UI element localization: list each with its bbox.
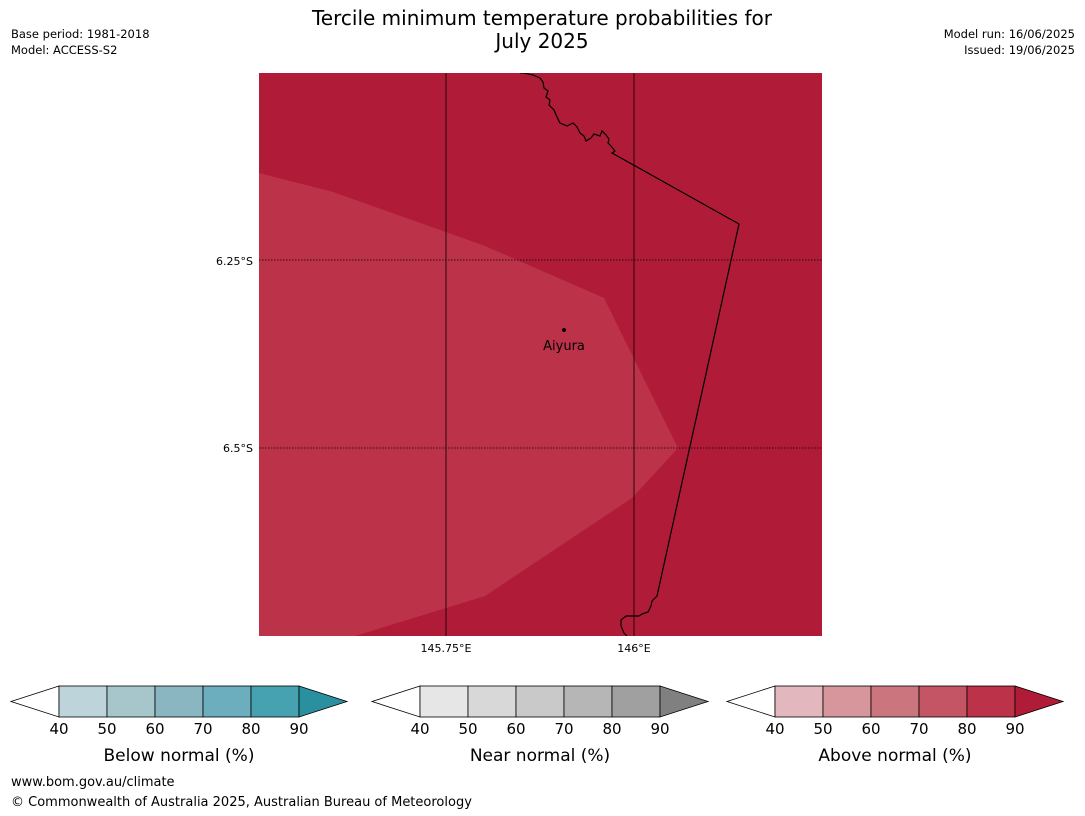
aiyura-marker [562, 328, 566, 332]
probability-zone-70-80 [259, 173, 678, 636]
legend-near-tick: 50 [458, 720, 477, 738]
legend-above: 40 50 60 70 80 90 Above normal (%) [725, 685, 1065, 766]
legend-below-bin-4 [202, 685, 252, 718]
base-period-text: Base period: 1981-2018 [11, 27, 150, 41]
legend-near-lower-extend [370, 685, 421, 718]
title-line-1: Tercile minimum temperature probabilitie… [311, 6, 773, 30]
legend-near-label: Near normal (%) [470, 746, 610, 766]
legend-below-tick: 60 [145, 720, 164, 738]
legend-above-label: Above normal (%) [818, 746, 971, 766]
legend-below-bin-1 [58, 685, 108, 718]
legend-below-tick: 70 [193, 720, 212, 738]
map-figure: Aiyura 6.25°S 6.5°S 145.75°E 146°E [216, 73, 822, 655]
legend-near-bin-5 [611, 685, 661, 718]
meta-left: Base period: 1981-2018 Model: ACCESS-S2 [11, 26, 150, 58]
legend-above-tick: 40 [765, 720, 784, 738]
meta-right: Model run: 16/06/2025 Issued: 19/06/2025 [944, 26, 1075, 58]
legend-above-tick: 80 [957, 720, 976, 738]
legend-near-bin-4 [563, 685, 613, 718]
legend-above-tick: 70 [909, 720, 928, 738]
lon-label-146: 146°E [617, 642, 650, 655]
footer-copyright: © Commonwealth of Australia 2025, Austra… [11, 795, 472, 810]
legend-near-tick: 80 [602, 720, 621, 738]
aiyura-label: Aiyura [543, 339, 585, 354]
coastline [520, 73, 740, 636]
legend-above-bin-2 [822, 685, 872, 718]
model-run-text: Model run: 16/06/2025 [943, 27, 1075, 41]
legend-below-bin-3 [154, 685, 204, 718]
issued-text: Issued: 19/06/2025 [964, 43, 1075, 57]
map-title: Tercile minimum temperature probabilitie… [242, 7, 842, 53]
legend-above-lower-extend [725, 685, 776, 718]
title-line-2: July 2025 [495, 29, 589, 53]
legend-near-bin-2 [467, 685, 517, 718]
legend-below-label: Below normal (%) [104, 746, 255, 766]
legend-below-bin-2 [106, 685, 156, 718]
lon-label-145-75: 145.75°E [421, 642, 472, 655]
legend-near-bin-3 [515, 685, 565, 718]
legend-below-lower-extend [9, 685, 60, 718]
lat-label-6-5: 6.5°S [223, 442, 253, 455]
legend-near: 40 50 60 70 80 90 Near normal (%) [370, 685, 710, 766]
legend-above-bin-4 [918, 685, 968, 718]
legend-near-tick: 90 [650, 720, 669, 738]
legend-near-tick: 40 [410, 720, 429, 738]
legend-near-bin-1 [419, 685, 469, 718]
legend-below-tick: 90 [289, 720, 308, 738]
legend-near-tick: 60 [506, 720, 525, 738]
legend-below-bin-5 [250, 685, 300, 718]
map-area: Aiyura [259, 73, 822, 636]
legend-above-tick: 50 [813, 720, 832, 738]
legend-below-upper-extend [298, 685, 349, 718]
legend-above-upper-extend [1014, 685, 1065, 718]
legend-near-tick: 70 [554, 720, 573, 738]
legend-below-tick: 50 [97, 720, 116, 738]
legend-near-upper-extend [659, 685, 710, 718]
legend-above-tick: 60 [861, 720, 880, 738]
lat-label-6-25: 6.25°S [216, 255, 253, 268]
legend-above-bin-5 [966, 685, 1016, 718]
legend-above-bin-3 [870, 685, 920, 718]
model-text: Model: ACCESS-S2 [11, 43, 118, 57]
footer-url[interactable]: www.bom.gov.au/climate [11, 775, 175, 790]
legend-above-tick: 90 [1005, 720, 1024, 738]
legend-below-tick: 40 [49, 720, 68, 738]
legend-below-tick: 80 [241, 720, 260, 738]
legend-above-bin-1 [774, 685, 824, 718]
legend-below: 40 50 60 70 80 90 Below normal (%) [9, 685, 349, 766]
